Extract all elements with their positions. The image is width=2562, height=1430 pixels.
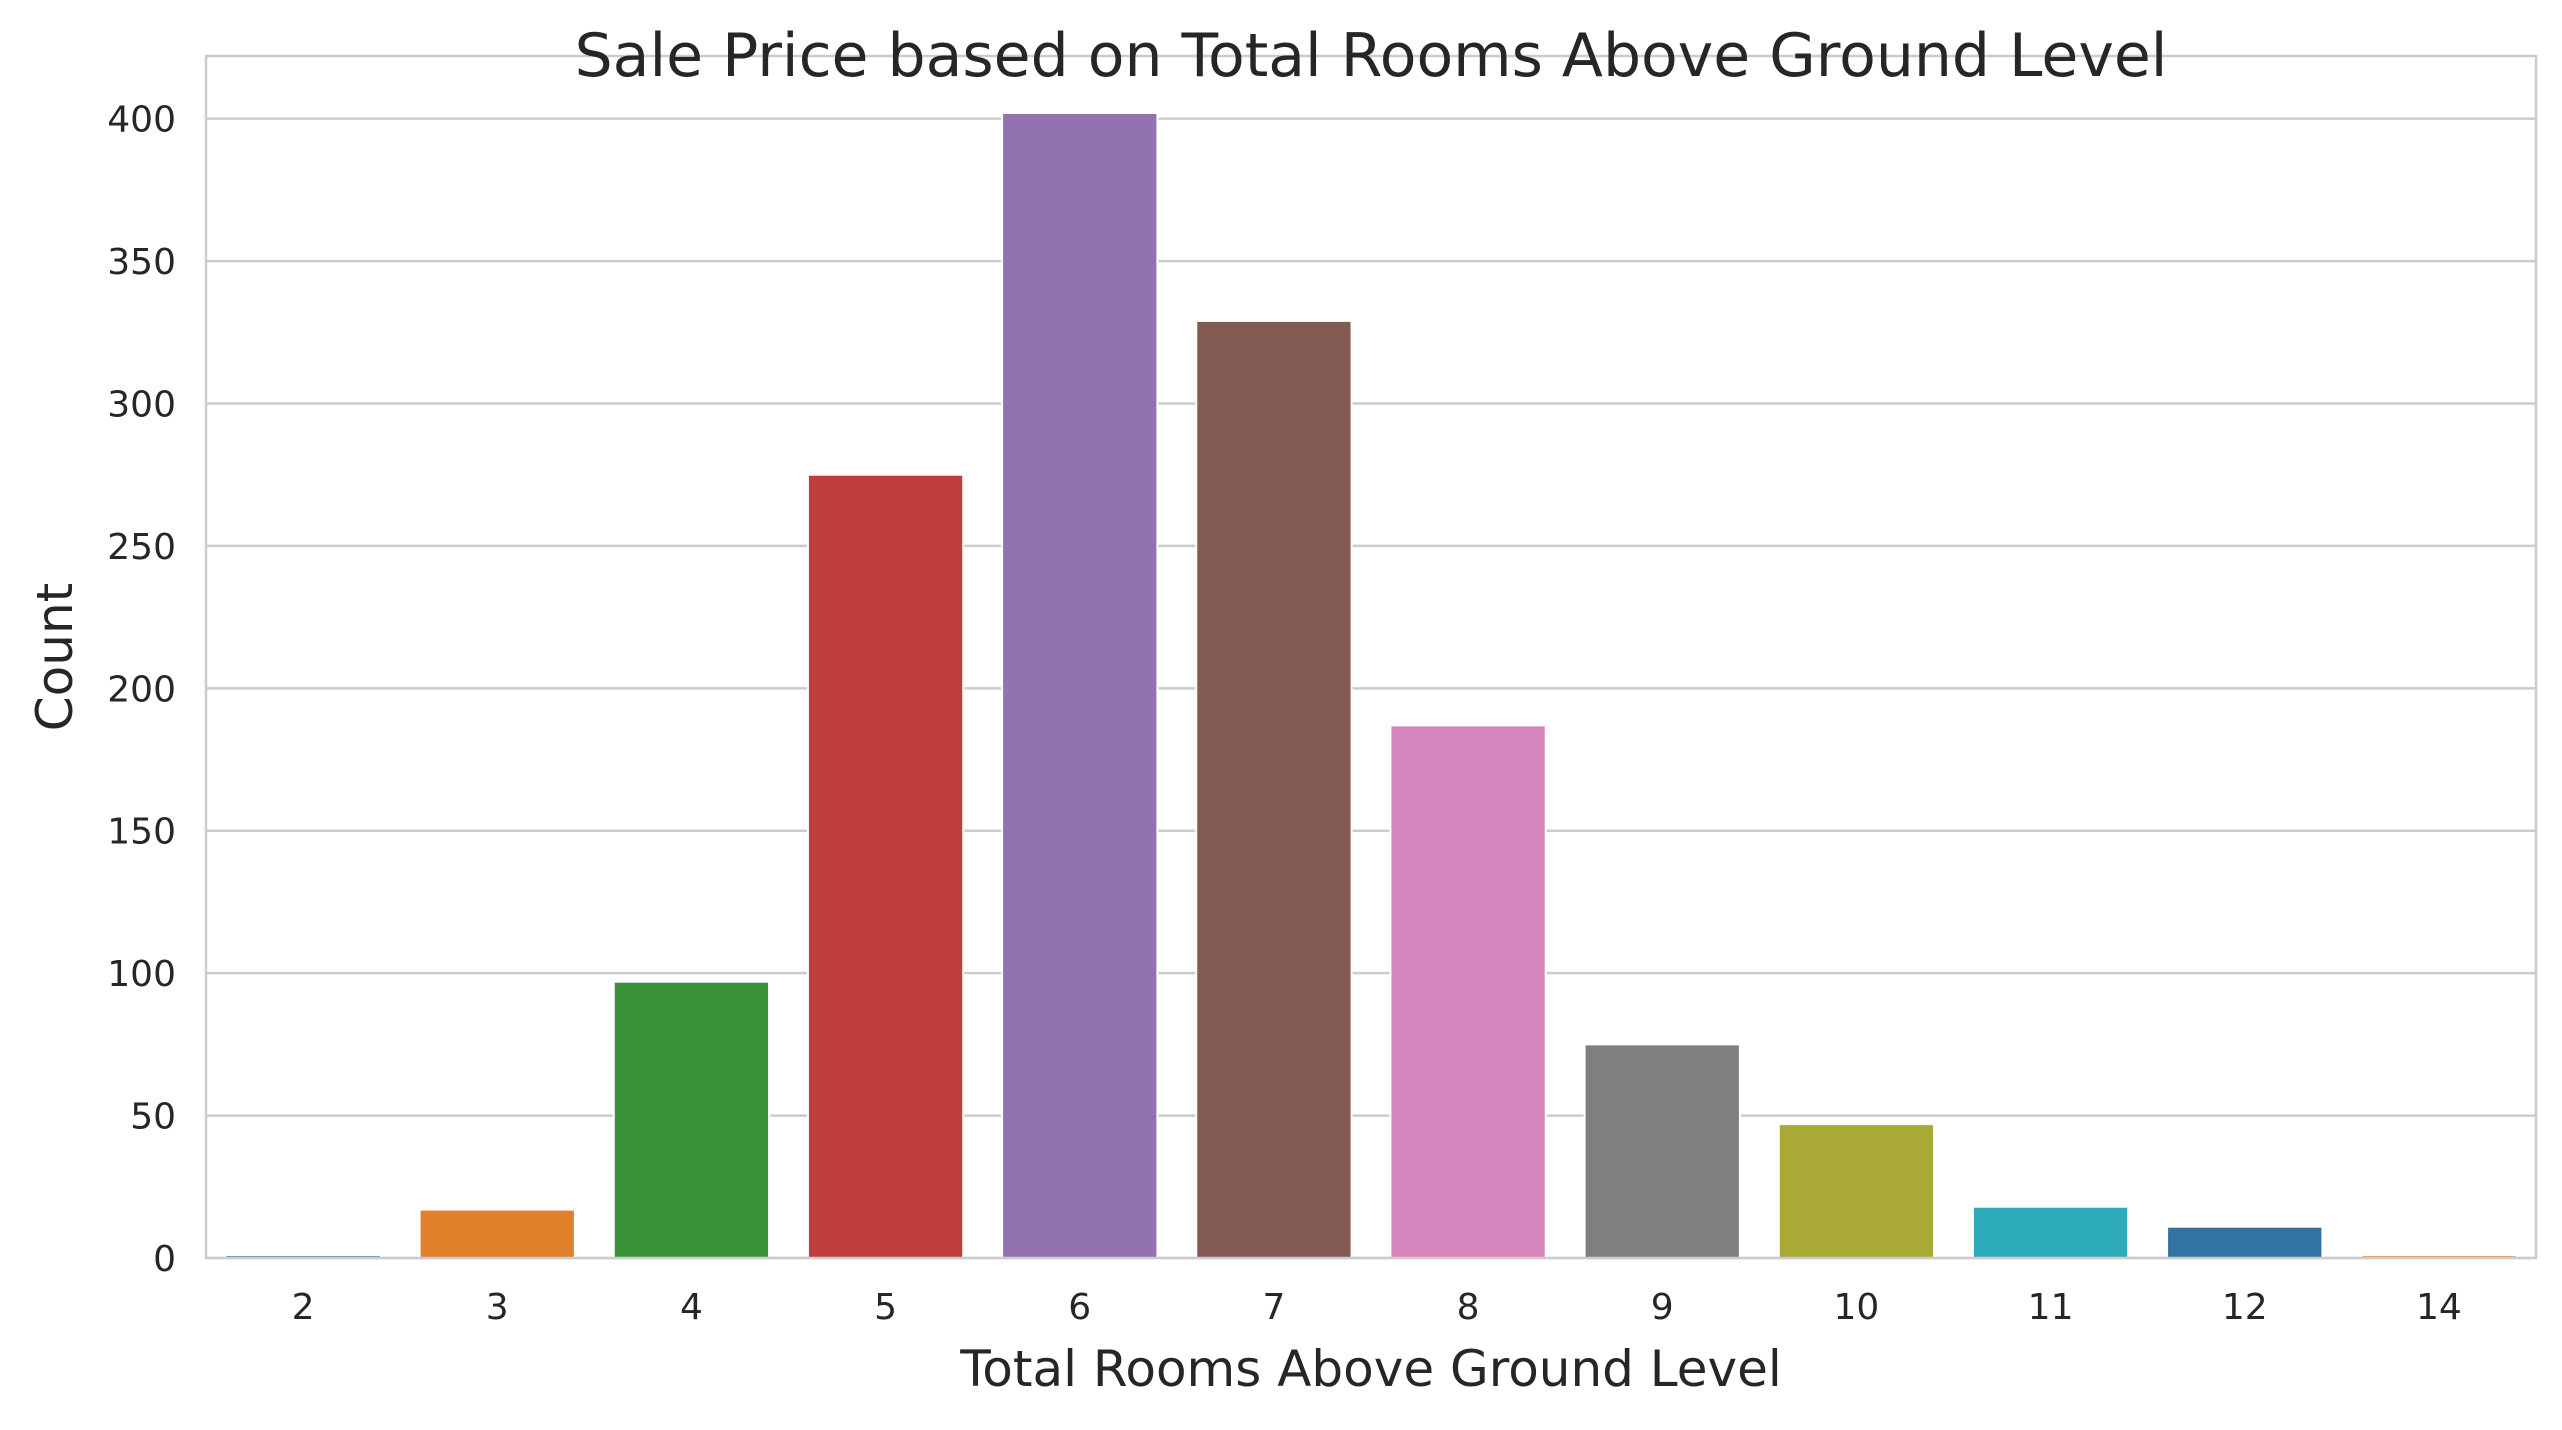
- y-tick-label: 250: [107, 527, 176, 568]
- x-tick-label: 7: [1262, 1287, 1285, 1328]
- y-tick-labels: 0 50 100 150 200 250 300 350 400: [107, 100, 176, 1280]
- x-tick-label: 12: [2222, 1287, 2268, 1328]
- x-tick-label: 14: [2416, 1287, 2462, 1328]
- x-tick-label: 11: [2028, 1287, 2074, 1328]
- x-tick-label: 2: [292, 1287, 315, 1328]
- x-tick-label: 9: [1651, 1287, 1674, 1328]
- bar-4: [612, 980, 771, 1259]
- bar-9: [1583, 1043, 1741, 1259]
- bar-7: [1195, 319, 1353, 1259]
- bar-10: [1777, 1123, 1936, 1259]
- y-tick-label: 150: [107, 812, 176, 853]
- bar-12: [2166, 1225, 2324, 1259]
- y-tick-label: 400: [107, 100, 176, 141]
- x-tick-labels: 2 3 4 5 6 7 8 9 10 11 12 14: [292, 1287, 2462, 1328]
- plot-frame: [204, 54, 2538, 1260]
- y-axis-label: Count: [26, 583, 84, 732]
- y-tick-label: 350: [107, 242, 176, 283]
- x-axis-label: Total Rooms Above Ground Level: [959, 1340, 1782, 1398]
- chart-title: Sale Price based on Total Rooms Above Gr…: [575, 21, 2168, 91]
- x-tick-label: 10: [1834, 1287, 1880, 1328]
- y-tick-label: 100: [107, 954, 176, 995]
- y-tick-label: 0: [153, 1239, 176, 1280]
- x-tick-label: 8: [1457, 1287, 1480, 1328]
- x-tick-label: 3: [486, 1287, 509, 1328]
- y-tick-label: 50: [130, 1097, 176, 1138]
- y-tick-label: 300: [107, 384, 176, 425]
- bar-6: [1001, 111, 1159, 1260]
- x-tick-label: 4: [680, 1287, 703, 1328]
- x-tick-label: 6: [1068, 1287, 1091, 1328]
- bars: [224, 111, 2518, 1260]
- bar-5: [806, 473, 965, 1259]
- bar-3: [418, 1208, 576, 1260]
- y-tick-label: 200: [107, 669, 176, 710]
- x-tick-label: 5: [874, 1287, 897, 1328]
- bar-11: [1971, 1205, 2130, 1259]
- bar-8: [1389, 724, 1547, 1259]
